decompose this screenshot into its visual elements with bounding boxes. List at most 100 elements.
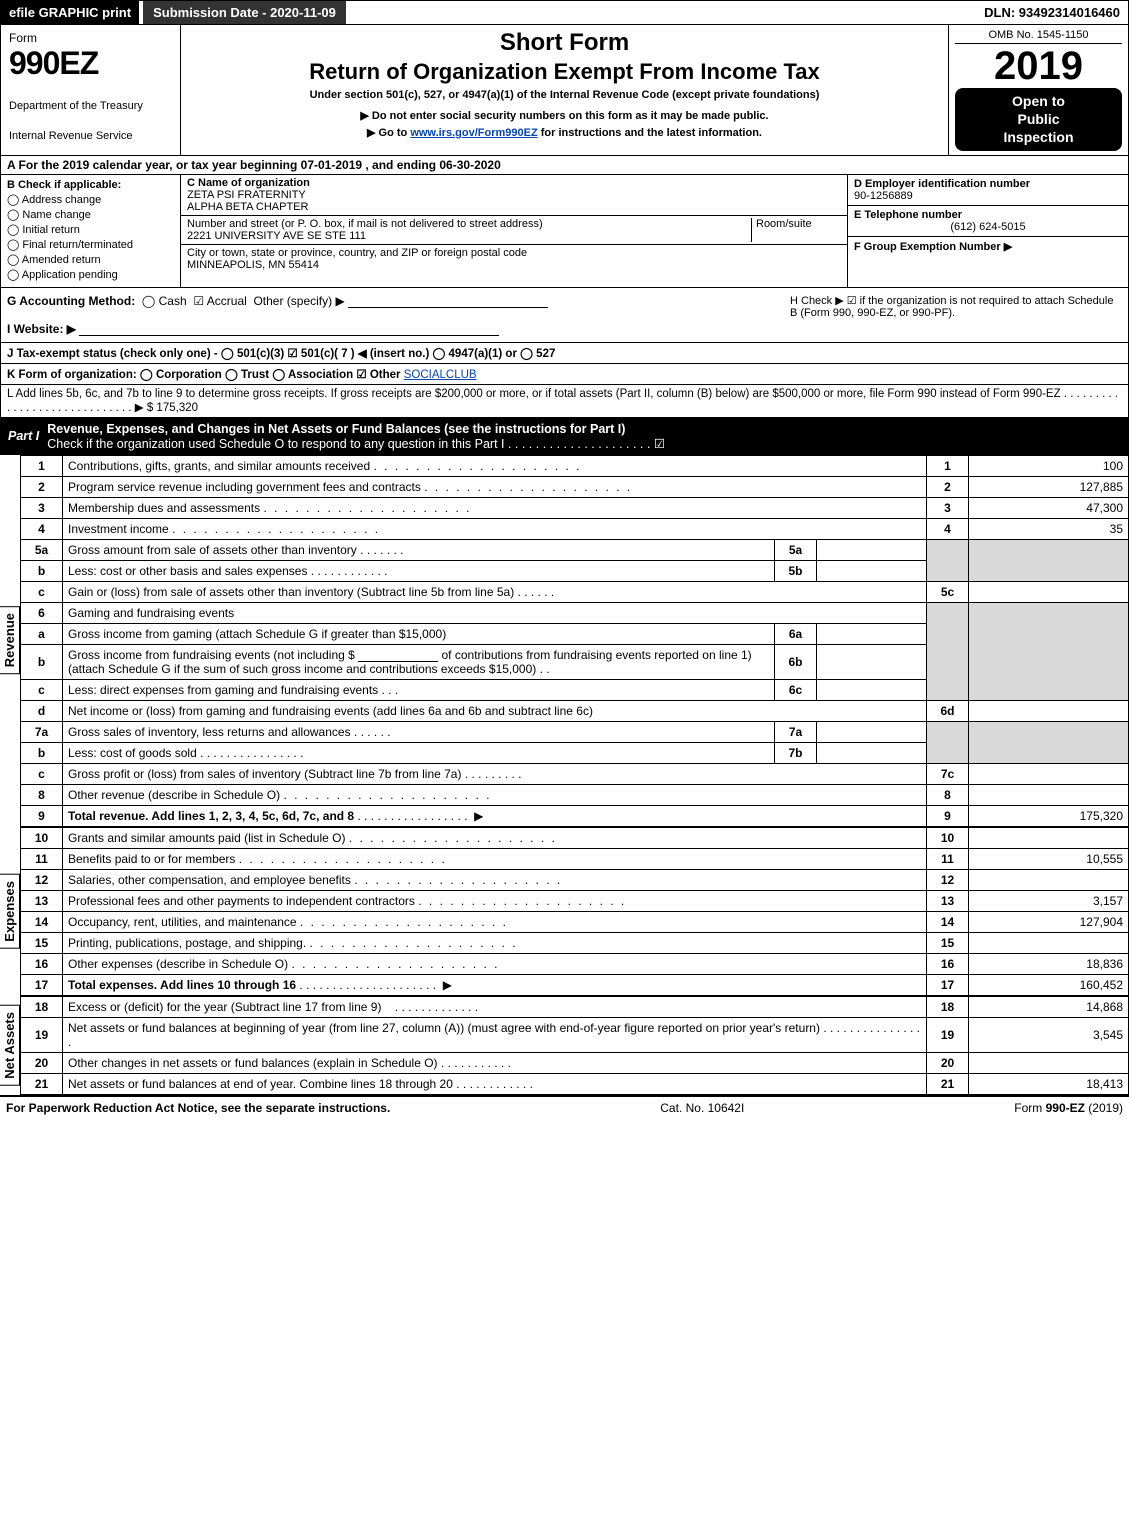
ein-value: 90-1256889 xyxy=(854,190,1122,202)
l5b-subamt xyxy=(817,560,927,581)
l5a-sn: 5a xyxy=(775,539,817,560)
l5a-subamt xyxy=(817,539,927,560)
l16-desc: Other expenses (describe in Schedule O) xyxy=(68,957,288,971)
l17-lineno: 17 xyxy=(927,974,969,995)
form-number: 990EZ xyxy=(9,45,172,82)
g-cash[interactable]: Cash xyxy=(159,294,187,308)
l6b-desc-1: Gross income from fundraising events (no… xyxy=(68,648,355,662)
form-header: Form 990EZ Department of the Treasury In… xyxy=(0,25,1129,156)
city-state-zip: MINNEAPOLIS, MN 55414 xyxy=(187,259,841,271)
expenses-section: Expenses 10 Grants and similar amounts p… xyxy=(0,827,1129,996)
g-other-field[interactable] xyxy=(348,294,548,308)
l21-amt: 18,413 xyxy=(969,1073,1129,1094)
l5b-num: b xyxy=(21,560,63,581)
goto-link[interactable]: www.irs.gov/Form990EZ xyxy=(410,127,537,139)
l5c-desc: Gain or (loss) from sale of assets other… xyxy=(68,585,514,599)
g-accrual[interactable]: Accrual xyxy=(207,294,247,308)
dept-treasury: Department of the Treasury xyxy=(9,100,172,112)
goto-prefix: ▶ Go to xyxy=(367,127,410,139)
l14-lineno: 14 xyxy=(927,911,969,932)
chk-initial-return[interactable]: ◯ Initial return xyxy=(7,223,174,236)
label-org-name: C Name of organization xyxy=(187,177,841,189)
header-right: OMB No. 1545-1150 2019 Open to Public In… xyxy=(948,25,1128,155)
part-1-label: Part I xyxy=(8,429,47,443)
return-title: Return of Organization Exempt From Incom… xyxy=(189,59,940,85)
l12-num: 12 xyxy=(21,869,63,890)
l21-num: 21 xyxy=(21,1073,63,1094)
l6b-amount-field[interactable] xyxy=(358,648,438,662)
label-group-exemption: F Group Exemption Number ▶ xyxy=(854,240,1122,253)
footer-mid: Cat. No. 10642I xyxy=(660,1101,744,1115)
line-g: G Accounting Method: ◯ Cash ☑ Accrual Ot… xyxy=(7,294,782,308)
l6-shade-lineno xyxy=(927,602,969,700)
net-assets-vertical-label: Net Assets xyxy=(0,1005,20,1086)
line-6: 6 Gaming and fundraising events xyxy=(21,602,1129,623)
chk-application-pending[interactable]: ◯ Application pending xyxy=(7,268,174,281)
l6c-num: c xyxy=(21,679,63,700)
l11-lineno: 11 xyxy=(927,848,969,869)
k-socialclub-link[interactable]: SOCIALCLUB xyxy=(404,369,477,381)
l6b-subamt xyxy=(817,644,927,679)
l15-num: 15 xyxy=(21,932,63,953)
l18-num: 18 xyxy=(21,996,63,1017)
l12-lineno: 12 xyxy=(927,869,969,890)
street-address: 2221 UNIVERSITY AVE SE STE 111 xyxy=(187,230,751,242)
line-12: 12 Salaries, other compensation, and emp… xyxy=(21,869,1129,890)
l15-amt xyxy=(969,932,1129,953)
line-9: 9 Total revenue. Add lines 1, 2, 3, 4, 5… xyxy=(21,805,1129,826)
l20-desc: Other changes in net assets or fund bala… xyxy=(68,1056,438,1070)
under-section-text: Under section 501(c), 527, or 4947(a)(1)… xyxy=(189,89,940,101)
l7a-subamt xyxy=(817,721,927,742)
l7c-num: c xyxy=(21,763,63,784)
dln-label: DLN: 93492314016460 xyxy=(976,1,1128,24)
chk-final-return[interactable]: ◯ Final return/terminated xyxy=(7,238,174,251)
g-other[interactable]: Other (specify) ▶ xyxy=(253,294,344,308)
tax-year: 2019 xyxy=(955,46,1122,86)
l6c-sn: 6c xyxy=(775,679,817,700)
l12-desc: Salaries, other compensation, and employ… xyxy=(68,873,351,887)
l4-desc: Investment income xyxy=(68,522,169,536)
l3-lineno: 3 xyxy=(927,497,969,518)
footer-right: Form 990-EZ (2019) xyxy=(1014,1101,1123,1115)
l5b-sn: 5b xyxy=(775,560,817,581)
line-7a: 7a Gross sales of inventory, less return… xyxy=(21,721,1129,742)
chk-amended-return[interactable]: ◯ Amended return xyxy=(7,253,174,266)
chk-application-pending-label: Application pending xyxy=(22,269,118,281)
l19-lineno: 19 xyxy=(927,1017,969,1052)
l13-desc: Professional fees and other payments to … xyxy=(68,894,415,908)
l2-amt: 127,885 xyxy=(969,476,1129,497)
expenses-table: 10 Grants and similar amounts paid (list… xyxy=(20,827,1129,996)
l17-num: 17 xyxy=(21,974,63,995)
l5c-amt xyxy=(969,581,1129,602)
line-19: 19 Net assets or fund balances at beginn… xyxy=(21,1017,1129,1052)
l9-amt: 175,320 xyxy=(969,805,1129,826)
l6d-num: d xyxy=(21,700,63,721)
chk-name-change[interactable]: ◯ Name change xyxy=(7,208,174,221)
efile-print-label[interactable]: efile GRAPHIC print xyxy=(1,1,139,24)
goto-suffix: for instructions and the latest informat… xyxy=(538,127,762,139)
section-b: B Check if applicable: ◯ Address change … xyxy=(1,175,181,287)
org-name-2: ALPHA BETA CHAPTER xyxy=(187,201,841,213)
l16-amt: 18,836 xyxy=(969,953,1129,974)
l5a-num: 5a xyxy=(21,539,63,560)
line-1: 1 Contributions, gifts, grants, and simi… xyxy=(21,455,1129,476)
open-line-3: Inspection xyxy=(959,128,1118,146)
l10-desc: Grants and similar amounts paid (list in… xyxy=(68,831,345,845)
net-assets-section: Net Assets 18 Excess or (deficit) for th… xyxy=(0,996,1129,1095)
submission-date-label: Submission Date - 2020-11-09 xyxy=(143,1,346,24)
line-10: 10 Grants and similar amounts paid (list… xyxy=(21,827,1129,848)
chk-address-change[interactable]: ◯ Address change xyxy=(7,193,174,206)
l14-amt: 127,904 xyxy=(969,911,1129,932)
line-h: H Check ▶ ☑ if the organization is not r… xyxy=(782,294,1122,336)
line-21: 21 Net assets or fund balances at end of… xyxy=(21,1073,1129,1094)
l3-num: 3 xyxy=(21,497,63,518)
l20-lineno: 20 xyxy=(927,1052,969,1073)
l5c-num: c xyxy=(21,581,63,602)
l6b-sn: 6b xyxy=(775,644,817,679)
l15-lineno: 15 xyxy=(927,932,969,953)
l1-amt: 100 xyxy=(969,455,1129,476)
header-middle: Short Form Return of Organization Exempt… xyxy=(181,25,948,155)
website-field[interactable] xyxy=(79,322,499,336)
l1-desc: Contributions, gifts, grants, and simila… xyxy=(68,459,370,473)
l7c-lineno: 7c xyxy=(927,763,969,784)
